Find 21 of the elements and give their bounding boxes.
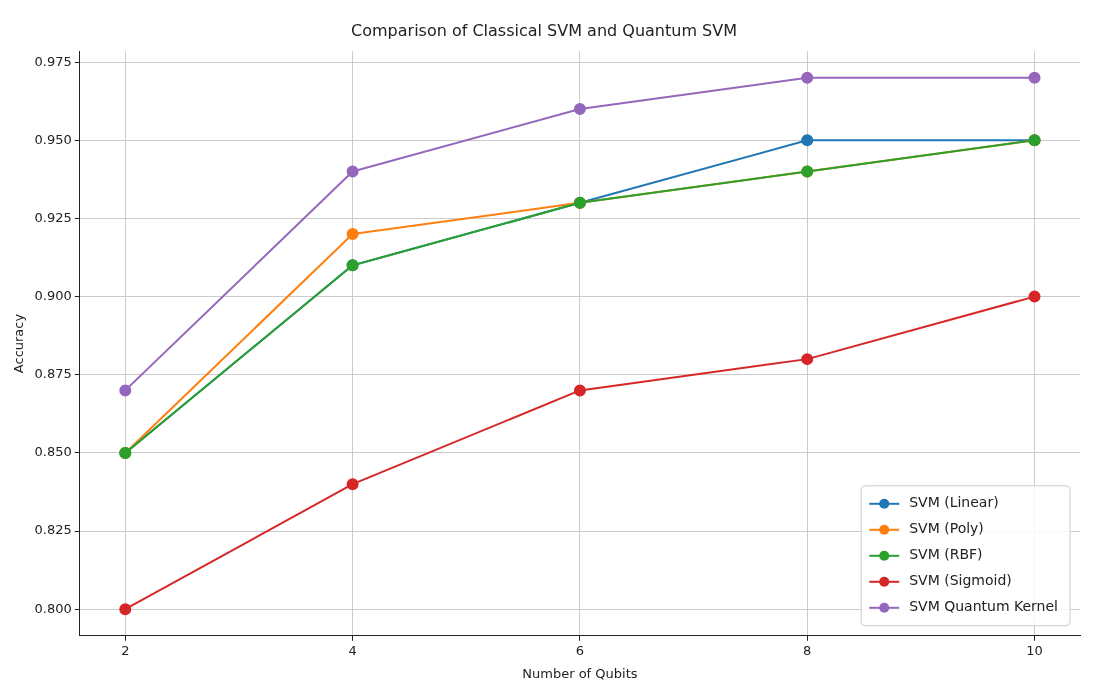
y-tick-label: 0.925 [34,209,72,225]
x-axis-title: Number of Qubits [522,665,638,681]
x-tick-label: 4 [348,642,357,658]
legend-label: SVM (RBF) [909,546,983,563]
x-tick-label: 6 [575,642,585,658]
legend-label: SVM (Sigmoid) [909,572,1012,589]
legend-label: SVM (Poly) [909,520,984,537]
legend-label: SVM (Linear) [909,494,999,511]
y-tick-label: 0.800 [34,600,72,616]
chart-title: Comparison of Classical SVM and Quantum SVM [351,20,737,40]
x-tick-label: 8 [803,642,812,658]
y-tick-label: 0.850 [34,444,72,460]
x-tick-label: 10 [1026,642,1043,658]
x-tick-label: 2 [121,642,130,658]
y-tick-label: 0.825 [34,522,72,538]
legend-label: SVM Quantum Kernel [909,598,1059,615]
y-tick-label: 0.900 [34,287,72,303]
y-tick-label: 0.950 [34,131,72,147]
y-axis-title: Accuracy [11,313,27,374]
y-tick-label: 0.975 [34,53,72,69]
y-tick-label: 0.875 [34,366,72,382]
